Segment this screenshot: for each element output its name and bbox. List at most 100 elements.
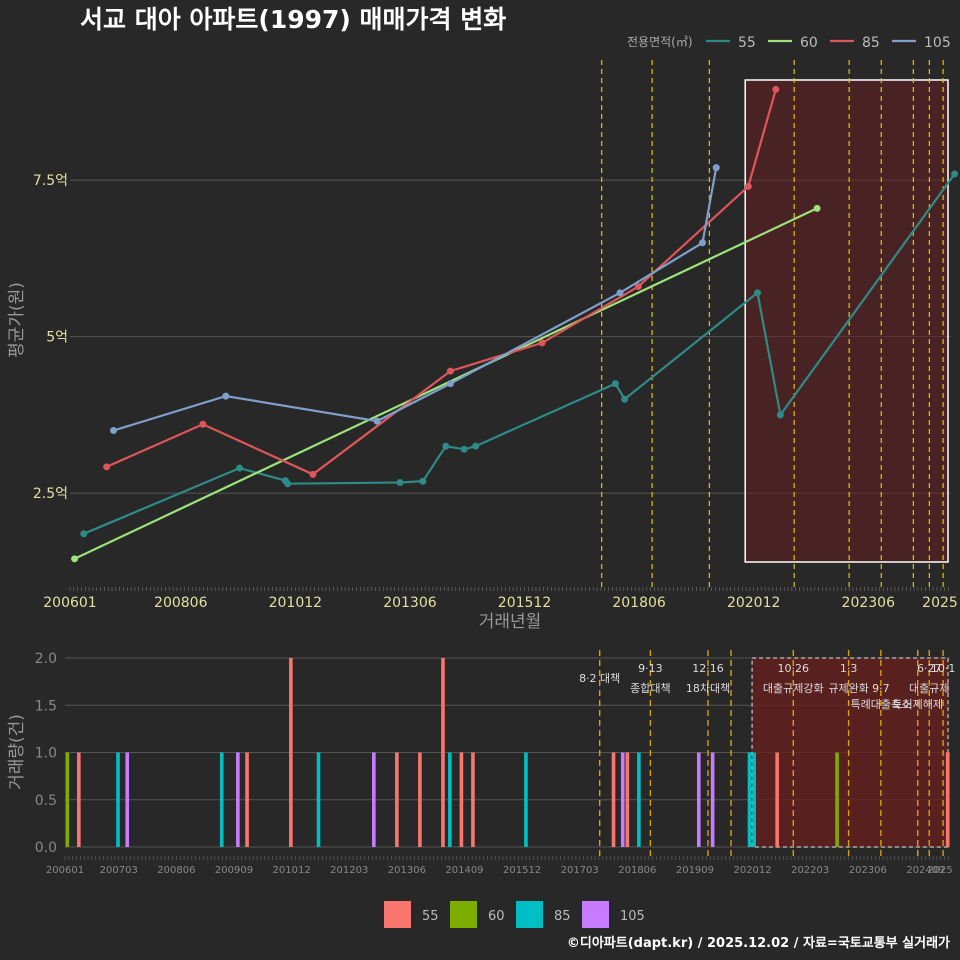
data-point-105 [699,239,706,247]
bar-x-tick-label: 201512 [503,865,541,876]
data-point-55 [80,530,88,538]
data-point-55 [611,380,619,388]
data-point-55 [621,395,629,403]
bar-policy-lines: 8·2 대책 9·13 종합대책 12·16 18차대책 10·26 대출규제강화 1·3 규제… [579,650,955,858]
bar-x-axis: 200601 200703 200806 200909 201012 201203 2013… [46,856,953,876]
x-tick-label: 201012 [269,595,322,611]
bar-x-tick-label: 200909 [215,865,253,876]
legend-label-85: 85 [862,35,880,51]
line-series-group [71,85,959,563]
bar-x-tick-label: 200806 [157,865,195,876]
bar-y-tick-label: 0.0 [35,840,57,856]
data-point-55 [284,480,292,488]
y-axis-title: 평균가(원) [7,282,27,358]
series-line-85 [106,89,777,476]
line-legend: 전용면적(㎡) 55 60 85 105 [627,35,951,51]
bar-85 [524,752,528,847]
bar-55 [459,752,464,847]
policy-label: 10·1 [931,662,956,675]
bar-legend-swatch-105 [582,901,609,928]
policy-label: 대출규제 [909,682,949,695]
series-line-60 [74,207,818,560]
policy-label: 8·2 대책 [579,672,620,685]
policy-label: 특례대출축소 [850,698,911,711]
x-tick-label: 202306 [842,595,896,611]
bar-x-tick-label: 201012 [273,865,311,876]
bar-105 [620,752,625,847]
bar-85 [752,752,756,847]
bar-85 [448,752,452,847]
x-tick-label: 200806 [154,595,208,611]
bar-55 [245,752,249,847]
bar-60 [65,752,70,847]
line-panel: 200601 200806 201012 201306 201512 201806 2020… [7,60,959,632]
bar-x-tick-label: 201409 [445,865,483,876]
x-tick-label: 201512 [498,595,551,611]
bar-x-tick-label: 201203 [330,865,368,876]
legend-label-60: 60 [800,35,818,51]
bar-highlight [751,657,949,848]
bar-55 [395,752,399,847]
bar-panel: 8·2 대책 9·13 종합대책 12·16 18차대책 10·26 대출규제강화 1·3 규제… [7,650,955,876]
data-point-105 [110,427,118,435]
chart-title: 서교 대아 아파트(1997) 매매가격 변화 [80,5,506,34]
legend-label-105: 105 [924,35,951,51]
data-point-105 [222,392,230,400]
bar-x-tick-label: 2025 [927,865,952,876]
policy-label: 종합대책 [630,682,670,695]
data-point-85 [772,85,780,93]
bar-105 [372,752,376,847]
data-point-55 [460,445,468,453]
bar-legend-label-85: 85 [554,909,571,924]
bar-55 [77,752,81,847]
bar-85 [116,752,120,847]
bar-x-tick-label: 201806 [618,865,656,876]
policy-label: 18차대책 [686,682,730,695]
policy-label: 9·7 [872,682,890,695]
bar-60 [835,752,839,847]
data-point-55 [776,411,784,419]
data-point-105 [712,164,720,172]
bar-55 [625,752,630,847]
policy-label: 10·26 [778,662,810,675]
policy-label: 1·3 [840,662,858,675]
data-point-85 [744,182,752,190]
bar-x-tick-label: 202409 [906,865,944,876]
bar-105 [236,752,240,847]
bar-legend: 55 60 85 105 [384,901,645,928]
bar-y-axis-title: 거래량(건) [7,714,27,790]
line-x-axis: 200601 200806 201012 201306 201512 201806 2020… [43,587,958,611]
data-point-55 [419,477,427,485]
bar-y-tick-label: 1.0 [35,746,57,762]
x-tick-label: 201806 [612,595,666,611]
policy-label: 6·27 [917,662,942,675]
bar-legend-swatch-60 [450,901,477,928]
data-point-60 [71,555,79,563]
data-point-85 [538,339,546,347]
line-y-axis: 2.5억 5억 7.5억 [33,173,68,502]
x-tick-label: 2025 [922,595,958,611]
policy-label: 토허제해제 [892,697,943,711]
legend-title: 전용면적(㎡) [627,35,693,49]
bar-55 [471,752,475,847]
bar-legend-swatch-85 [516,901,543,928]
bar-highlight-box [751,657,949,848]
bar-x-tick-label: 202306 [849,865,887,876]
x-axis-title: 거래년월 [479,612,542,632]
y-tick-label: 5억 [46,330,68,346]
bar-85 [219,752,224,847]
bar-55 [945,752,950,847]
bar-105 [696,752,701,847]
data-point-105 [446,380,454,388]
bar-85 [637,752,641,847]
bar-55 [611,752,616,847]
bar-55 [775,752,779,847]
credit-text: ©디아파트(dapt.kr) / 2025.12.02 / 자료=국토교통부 실… [567,935,950,951]
data-point-55 [442,442,450,450]
legend-label-55: 55 [738,35,756,51]
data-point-85 [446,367,454,375]
bar-55 [289,658,293,847]
x-tick-label: 201306 [383,595,437,611]
bar-55 [418,752,422,847]
